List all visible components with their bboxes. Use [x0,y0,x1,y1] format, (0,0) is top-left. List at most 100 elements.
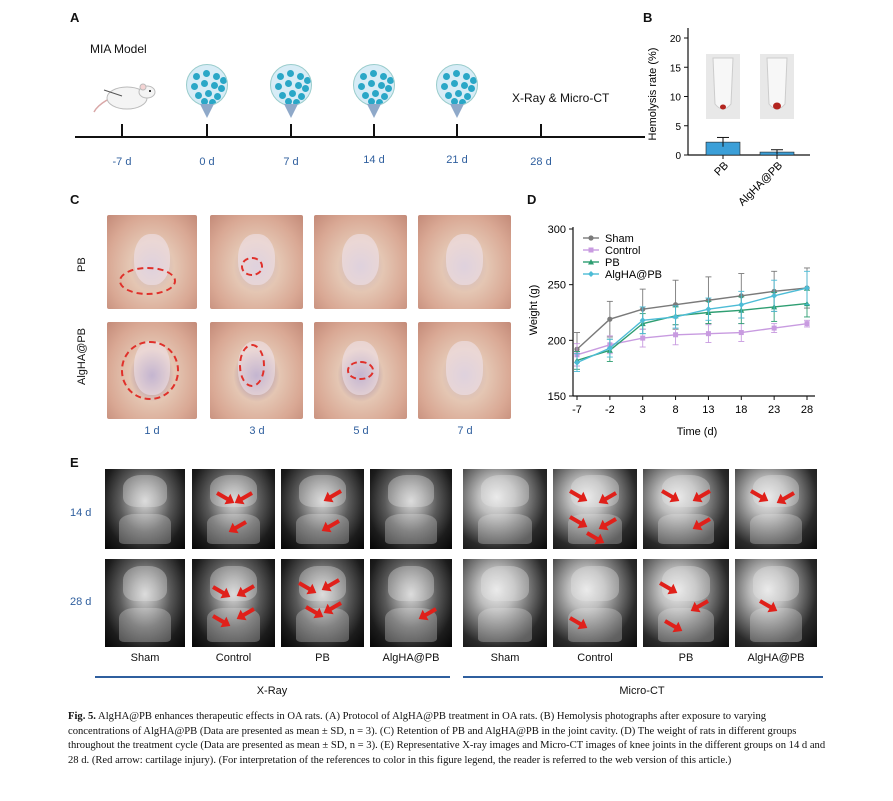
microct-image [553,469,637,549]
row-label-14d: 14 d [70,507,92,519]
rat-illustration [93,83,156,113]
microct-image [643,559,729,647]
timeline-tick [456,124,458,138]
retention-circle [118,266,177,295]
panel-a-label: A [70,10,80,25]
hemolysis-ytick-label: 15 [670,63,682,74]
joint-photo [418,322,511,419]
figure-caption: Fig. 5. AlgHA@PB enhances therapeutic ef… [68,710,828,768]
joint-photo [418,215,511,309]
microct-image [463,469,547,549]
panel-e-column-label: AlgHA@PB [747,652,805,664]
weight-point [672,313,679,320]
col-label-7d: 7 d [457,425,473,437]
xray-image [370,469,452,549]
col-label-1d: 1 d [144,425,160,437]
timeline-tick [290,124,292,138]
weight-xtick-label: 13 [702,404,714,416]
legend-label: Sham [605,233,634,245]
xray-image [105,559,185,647]
weight-point [606,345,613,352]
retention-circle [240,257,263,277]
injection-icon [436,64,478,106]
weight-point [705,331,711,337]
weight-point [771,325,777,331]
hemolysis-ytick-label: 10 [670,93,682,104]
weight-point [607,316,613,322]
weight-point [588,235,594,241]
row-label-pb: PB [76,257,88,272]
weight-ytick-label: 150 [548,391,566,403]
panel-e-column-label: PB [678,652,694,664]
hemolysis-ytick-label: 5 [675,122,681,133]
panel-d-label: D [527,192,537,207]
weight-xtick-label: 28 [801,404,813,416]
weight-series-line [576,302,808,362]
joint-photo [210,215,303,309]
legend-label: AlgHA@PB [605,269,662,281]
joint-photo [210,322,303,419]
needle-cone [367,104,381,118]
weight-xtick-label: 3 [640,404,646,416]
weight-point [673,332,679,338]
weight-chart: Weight (g) Time (d) 150 200 250 300 -7 -2 3 8 1… [528,224,815,438]
timeline-day: 0 d [199,156,215,168]
weight-ytick-label: 300 [548,224,566,236]
weight-series-line [576,287,808,364]
weight-xtick-label: 8 [673,404,679,416]
panel-e-column-label: PB [315,652,330,664]
weight-ytick-label: 250 [548,280,566,292]
retention-circle [238,344,265,387]
panel-e-column-label: AlgHA@PB [382,652,440,664]
timeline-day: -7 d [112,156,132,168]
weight-point [574,359,580,366]
weight-ylabel: Weight (g) [528,285,540,336]
needle-cone [450,104,464,118]
timeline-tick [540,124,542,138]
joint-photo [314,322,407,419]
timeline-day: 28 d [530,156,552,168]
panel-e-label: E [70,455,79,470]
xray-image [105,469,185,549]
microct-image [735,559,817,647]
microct-image [735,469,817,549]
microct-image [463,559,547,647]
weight-point [588,271,594,277]
timeline-tick [373,124,375,138]
weight-xtick-label: -2 [605,404,615,416]
panel-c-label: C [70,192,80,207]
weight-ytick-label: 200 [548,335,566,347]
weight-xtick-label: 23 [768,404,780,416]
needle-cone [284,104,298,118]
hemolysis-ytick-label: 0 [675,151,681,162]
xray-group-line [95,676,450,678]
xray-group-label: X-Ray [256,685,288,697]
weight-point [804,321,810,327]
panel-e-column-label: Sham [490,652,520,664]
timeline-tick [121,124,123,138]
injection-icon [186,64,228,106]
hemolysis-ytick-label: 20 [670,34,682,45]
col-label-5d: 5 d [353,425,369,437]
microct-image [553,559,637,647]
panel-e-column-label: Control [577,652,613,664]
weight-point [640,335,646,341]
weight-point [738,301,745,308]
weight-xtick-label: 18 [735,404,747,416]
legend-label: PB [605,257,620,269]
weight-point [588,259,594,265]
injection-icon [270,64,312,106]
row-label-28d: 28 d [70,596,92,608]
xray-microct-label: X-Ray & Micro-CT [512,91,610,105]
panel-b-label: B [643,10,653,25]
weight-point [804,285,810,292]
joint-photo [107,215,197,309]
retention-circle [121,341,179,400]
caption-text: AlgHA@PB enhances therapeutic effects in… [68,711,826,766]
microct-group-label: Micro-CT [619,685,665,697]
panel-e-column-label: Control [215,652,252,664]
microct-image [643,469,729,549]
weight-point [771,292,778,299]
hemolysis-ylabel: Hemolysis rate (%) [647,48,659,141]
weight-point [738,330,744,336]
